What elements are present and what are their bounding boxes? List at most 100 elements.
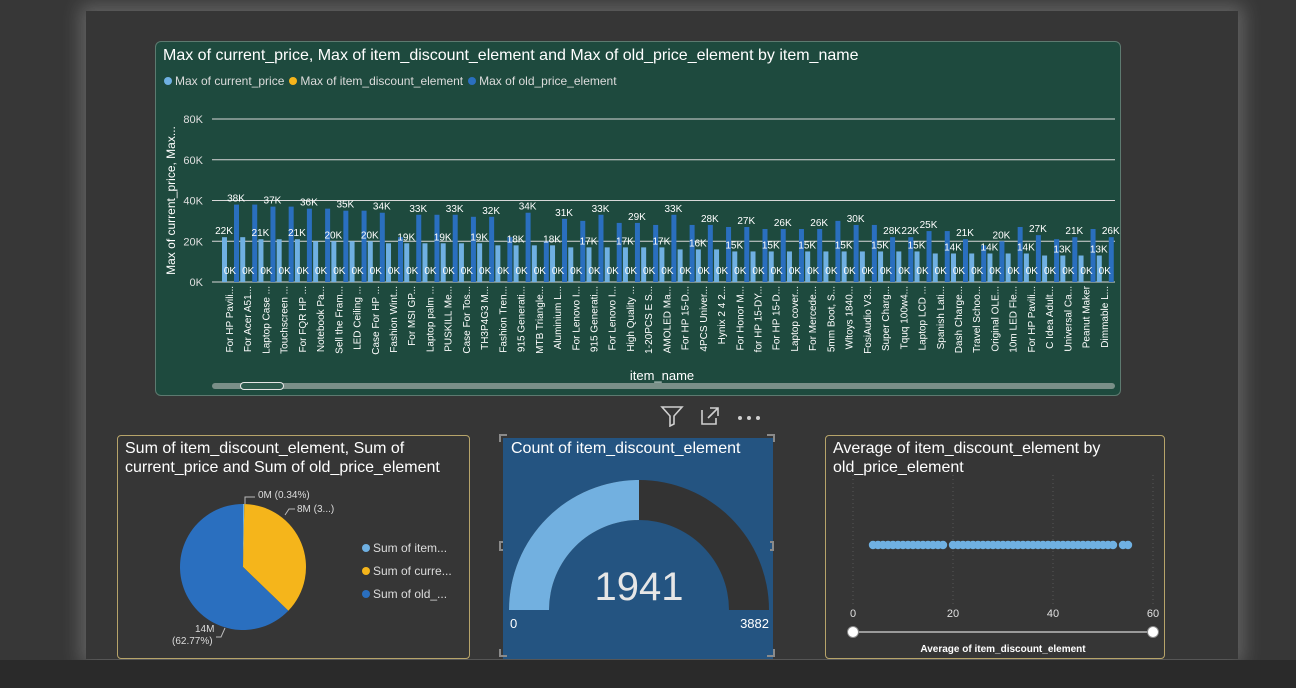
x-tick-label: AMOLED Ma... bbox=[662, 286, 673, 353]
pie-legend-item[interactable]: Sum of item... bbox=[362, 536, 452, 559]
bar-data-label: 22K bbox=[901, 226, 919, 237]
bar-zero-label: 0K bbox=[1099, 266, 1112, 277]
focus-mode-icon[interactable] bbox=[698, 405, 722, 432]
bar bbox=[878, 251, 884, 282]
resize-handle[interactable] bbox=[767, 649, 775, 657]
bar-data-label: 36K bbox=[300, 198, 318, 209]
bar-zero-label: 0K bbox=[1062, 266, 1075, 277]
pie-legend-item[interactable]: Sum of old_... bbox=[362, 582, 452, 605]
horizontal-scrollbar[interactable] bbox=[212, 383, 1115, 389]
bar bbox=[422, 243, 428, 282]
x-tick-label: Case For HP ... bbox=[371, 286, 382, 355]
x-tick-label: Super Charg... bbox=[881, 286, 892, 351]
x-tick-label: 10m LED Fle... bbox=[1009, 286, 1020, 353]
x-tick-label: Hynix 2 4 2... bbox=[717, 286, 728, 344]
bar bbox=[634, 222, 640, 282]
bar-zero-label: 0K bbox=[916, 266, 929, 277]
resize-handle[interactable] bbox=[499, 434, 507, 442]
bar bbox=[331, 241, 337, 282]
bar-data-label: 25K bbox=[920, 220, 938, 231]
bar-data-label: 29K bbox=[628, 212, 646, 223]
resize-handle[interactable] bbox=[767, 434, 775, 442]
resize-handle[interactable] bbox=[770, 541, 774, 551]
bar-data-label: 19K bbox=[470, 232, 488, 243]
bar-data-label: 17K bbox=[616, 236, 634, 247]
bar-data-label: 27K bbox=[1029, 224, 1047, 235]
bar-data-label: 33K bbox=[664, 204, 682, 215]
bar bbox=[379, 212, 385, 282]
bar-data-label: 33K bbox=[446, 204, 464, 215]
bar-data-label: 19K bbox=[434, 232, 452, 243]
legend-item-current-price[interactable]: Max of current_price bbox=[164, 74, 284, 88]
x-tick-label: PUSKILL Me... bbox=[444, 286, 455, 352]
legend-label: Max of item_discount_element bbox=[300, 74, 464, 88]
bar bbox=[604, 247, 610, 282]
x-tick-label: For HP Pavili... bbox=[1027, 286, 1038, 353]
bar bbox=[981, 245, 987, 282]
bar-zero-label: 0K bbox=[260, 266, 273, 277]
bar bbox=[841, 251, 847, 282]
bar-data-label: 22K bbox=[215, 226, 233, 237]
bar bbox=[1017, 226, 1023, 282]
bar-data-label: 35K bbox=[336, 200, 354, 211]
pie-chart-legend: Sum of item... Sum of curre... Sum of ol… bbox=[362, 536, 452, 605]
bar-zero-label: 0K bbox=[880, 266, 893, 277]
bar-data-label: 27K bbox=[737, 216, 755, 227]
legend-item-old-price[interactable]: Max of old_price_element bbox=[468, 74, 617, 88]
bar-data-label: 14K bbox=[981, 242, 999, 253]
bar bbox=[616, 222, 622, 282]
bar-chart-visual[interactable]: Max of current_price, Max of item_discou… bbox=[155, 41, 1121, 396]
bar-zero-label: 0K bbox=[443, 266, 456, 277]
bar bbox=[726, 226, 732, 282]
bar bbox=[489, 216, 495, 282]
bar bbox=[641, 247, 647, 282]
bar bbox=[1078, 255, 1084, 282]
bar bbox=[258, 239, 264, 282]
scatter-point bbox=[1108, 540, 1118, 550]
bar bbox=[531, 245, 537, 282]
bar bbox=[689, 224, 695, 282]
bar bbox=[1090, 229, 1096, 282]
bar-data-label: 13K bbox=[1053, 245, 1071, 256]
bar-zero-label: 0K bbox=[898, 266, 911, 277]
bar bbox=[398, 237, 404, 282]
pie-data-label: (62.77%) bbox=[172, 636, 213, 647]
x-tick-label: 915 Generati... bbox=[589, 286, 600, 352]
bar-zero-label: 0K bbox=[479, 266, 492, 277]
x-axis-title: item_name bbox=[630, 368, 694, 383]
bar-zero-label: 0K bbox=[370, 266, 383, 277]
bar-data-label: 22K bbox=[1120, 41, 1121, 44]
bar bbox=[294, 239, 300, 282]
bar bbox=[404, 243, 410, 282]
x-tick-label: For HP Pavili... bbox=[225, 286, 236, 353]
pie-leader-line bbox=[284, 508, 295, 516]
bar-data-label: 31K bbox=[555, 208, 573, 219]
x-tick-label: 60 bbox=[1147, 608, 1159, 620]
filter-icon[interactable] bbox=[660, 405, 684, 432]
bar bbox=[452, 214, 458, 282]
pie-slice bbox=[180, 504, 289, 630]
bar-zero-label: 0K bbox=[825, 266, 838, 277]
bar bbox=[926, 231, 932, 282]
bar bbox=[495, 245, 501, 282]
range-slider-handle-max bbox=[1147, 626, 1159, 638]
bar bbox=[859, 251, 865, 282]
scrollbar-thumb[interactable] bbox=[240, 382, 284, 390]
bar-zero-label: 0K bbox=[971, 266, 984, 277]
bar bbox=[562, 218, 568, 282]
legend-item-discount[interactable]: Max of item_discount_element bbox=[289, 74, 463, 88]
bar bbox=[276, 239, 282, 282]
resize-handle[interactable] bbox=[499, 541, 503, 551]
bar-data-label: 28K bbox=[701, 214, 719, 225]
bar bbox=[234, 204, 239, 282]
bar bbox=[222, 237, 227, 282]
legend-dot bbox=[164, 77, 172, 85]
x-tick-label: Travel Schoo... bbox=[972, 286, 983, 353]
bar bbox=[1072, 237, 1078, 282]
pie-legend-item[interactable]: Sum of curre... bbox=[362, 559, 452, 582]
resize-handle[interactable] bbox=[499, 649, 507, 657]
scatter-chart-title: Average of item_discount_element by old_… bbox=[833, 440, 1101, 476]
bar-zero-label: 0K bbox=[862, 266, 875, 277]
more-options-icon[interactable] bbox=[736, 410, 762, 428]
bar bbox=[458, 243, 464, 282]
